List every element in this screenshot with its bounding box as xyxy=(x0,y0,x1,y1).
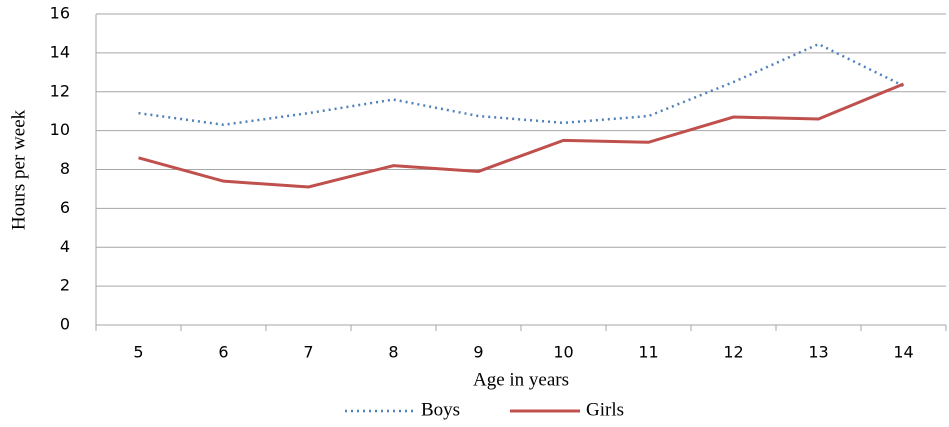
x-tick-label: 6 xyxy=(218,343,228,362)
legend-label: Boys xyxy=(421,399,460,420)
series-line xyxy=(138,82,905,189)
x-tick-label: 8 xyxy=(388,343,398,362)
y-tick-label: 6 xyxy=(60,198,70,217)
x-tick-label: 7 xyxy=(303,343,313,362)
legend-label: Girls xyxy=(586,399,624,420)
series-line xyxy=(138,42,905,127)
y-tick-label: 0 xyxy=(60,315,70,334)
x-tick-label: 9 xyxy=(473,343,483,362)
x-tick-label: 10 xyxy=(553,343,573,362)
x-tick-label: 11 xyxy=(638,343,658,362)
y-tick-label: 2 xyxy=(60,276,70,295)
y-tick-label: 4 xyxy=(60,237,70,256)
y-tick-label: 16 xyxy=(50,4,70,23)
y-tick-label: 12 xyxy=(50,81,70,100)
x-tick-label: 12 xyxy=(723,343,743,362)
x-tick-label: 5 xyxy=(133,343,143,362)
x-tick-label: 14 xyxy=(893,343,913,362)
y-tick-label: 8 xyxy=(60,159,70,178)
x-axis-title: Age in years xyxy=(473,369,569,390)
x-tick-label: 13 xyxy=(808,343,828,362)
y-tick-label: 10 xyxy=(50,120,70,139)
y-axis-title: Hours per week xyxy=(8,109,29,230)
y-tick-label: 14 xyxy=(50,42,70,61)
